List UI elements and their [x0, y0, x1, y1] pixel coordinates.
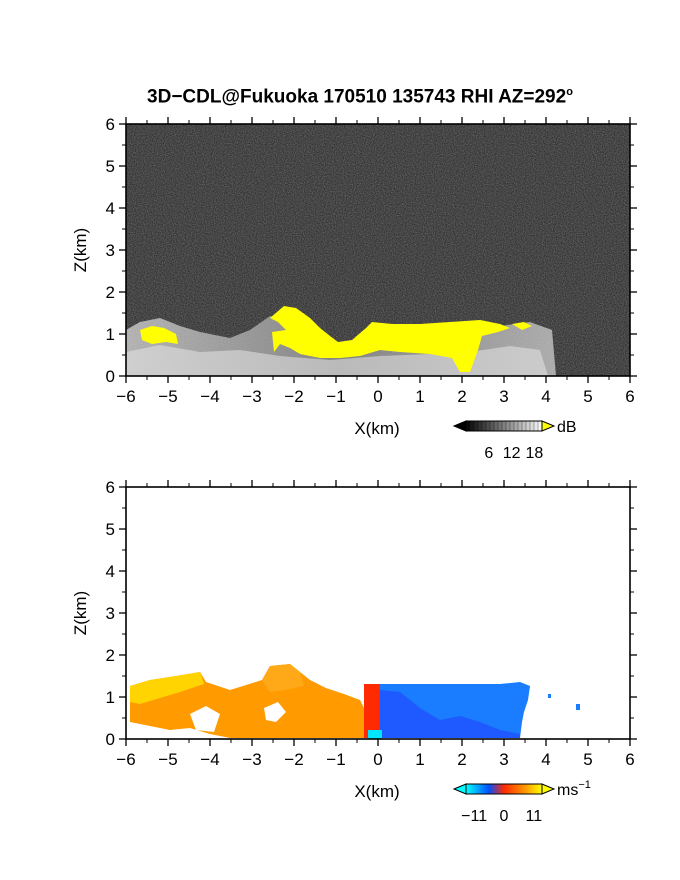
velocity-x-tick-label: 3 [499, 750, 508, 769]
backscatter-tick-labels: −6 −5 −4 −3 −2 −1 0 1 2 3 4 5 6 0 1 2 3 4 5 6 [106, 115, 635, 406]
backscatter-y-tick-label: 2 [106, 283, 115, 302]
backscatter-x-tick-label: 3 [499, 387, 508, 406]
backscatter-colorbar-cell [501, 420, 507, 432]
velocity-ground-cyan [368, 730, 382, 739]
velocity-x-tick-label: 6 [625, 750, 634, 769]
velocity-x-tick-label: 4 [541, 750, 550, 769]
velocity-x-tick-label: 1 [415, 750, 424, 769]
velocity-x-tick-label: −6 [116, 750, 135, 769]
velocity-outlier [548, 694, 551, 698]
velocity-missing-gap [190, 702, 286, 732]
backscatter-x-tick-label: 5 [583, 387, 592, 406]
backscatter-y-tick-label: 5 [106, 157, 115, 176]
backscatter-x-tick-label: −3 [242, 387, 261, 406]
velocity-y-tick-label: 0 [106, 730, 115, 749]
backscatter-colorbar-unit: dB [557, 419, 577, 436]
backscatter-y-axis-label: Z(km) [71, 228, 90, 272]
velocity-panel: −6 −5 −4 −3 −2 −1 0 1 2 3 4 5 6 0 1 2 3 4 5 6 X(km) Z(km) m… [71, 478, 637, 825]
velocity-x-tick-label: −5 [158, 750, 177, 769]
backscatter-x-tick-label: −5 [158, 387, 177, 406]
backscatter-y-tick-label: 3 [106, 241, 115, 260]
backscatter-colorbar-cell [465, 420, 471, 432]
backscatter-colorbar: dB 6 12 18 [452, 419, 577, 462]
backscatter-x-tick-label: −2 [284, 387, 303, 406]
backscatter-x-tick-label: 4 [541, 387, 550, 406]
velocity-y-tick-label: 3 [106, 604, 115, 623]
velocity-x-tick-label: 0 [373, 750, 382, 769]
backscatter-colorbar-cell [513, 420, 519, 432]
backscatter-colorbar-right-arrow [541, 420, 556, 432]
backscatter-x-tick-label: −6 [116, 387, 135, 406]
velocity-colorbar-tick-label: −11 [461, 808, 487, 825]
page-title: 3D−CDL@Fukuoka 170510 135743 RHI AZ=292o [147, 86, 573, 108]
backscatter-x-tick-label: 1 [415, 387, 424, 406]
backscatter-saturated-patch-right [512, 322, 532, 330]
backscatter-colorbar-cell [509, 420, 515, 432]
velocity-colorbar-left-arrow [452, 783, 467, 795]
backscatter-grey-core [126, 345, 548, 376]
velocity-y-tick-label: 6 [106, 478, 115, 497]
backscatter-colorbar-cell [477, 420, 483, 432]
backscatter-colorbar-cell [489, 420, 495, 432]
backscatter-colorbar-cell [485, 420, 491, 432]
backscatter-colorbar-left-arrow [452, 420, 467, 432]
velocity-x-tick-label: 5 [583, 750, 592, 769]
backscatter-saturated-patch-left [140, 326, 178, 344]
backscatter-x-tick-label: 6 [625, 387, 634, 406]
velocity-y-tick-label: 5 [106, 520, 115, 539]
backscatter-y-tick-label: 0 [106, 367, 115, 386]
backscatter-y-tick-label: 6 [106, 115, 115, 134]
backscatter-y-tick-label: 4 [106, 199, 115, 218]
backscatter-colorbar-cell [469, 420, 475, 432]
velocity-x-tick-label: 2 [457, 750, 466, 769]
backscatter-colorbar-cell [497, 420, 503, 432]
velocity-y-axis-label: Z(km) [71, 591, 90, 635]
backscatter-ticks [119, 117, 637, 383]
backscatter-colorbar-cell [529, 420, 535, 432]
backscatter-saturated-region [270, 306, 510, 372]
velocity-x-tick-label: −1 [326, 750, 345, 769]
velocity-y-tick-label: 1 [106, 688, 115, 707]
backscatter-x-tick-label: 2 [457, 387, 466, 406]
backscatter-x-axis-label: X(km) [354, 419, 399, 438]
velocity-x-tick-label: −4 [200, 750, 219, 769]
velocity-y-tick-label: 2 [106, 646, 115, 665]
velocity-colorbar: ms−1 −11 0 11 [452, 779, 591, 825]
backscatter-x-tick-label: −1 [326, 387, 345, 406]
backscatter-colorbar-cell [505, 420, 511, 432]
backscatter-colorbar-cell [493, 420, 499, 432]
backscatter-colorbar-tick-label: 12 [503, 445, 521, 462]
velocity-colorbar-unit: ms−1 [557, 779, 591, 799]
backscatter-colorbar-cell [481, 420, 487, 432]
velocity-x-tick-label: −2 [284, 750, 303, 769]
velocity-colorbar-right-arrow [541, 783, 556, 795]
velocity-high-positive-region [130, 672, 204, 704]
backscatter-colorbar-cell [473, 420, 479, 432]
velocity-tick-labels: −6 −5 −4 −3 −2 −1 0 1 2 3 4 5 6 0 1 2 3 4 5 6 [106, 478, 635, 769]
velocity-ticks [119, 480, 637, 746]
backscatter-colorbar-tick-label: 18 [526, 445, 544, 462]
backscatter-colorbar-cell [525, 420, 531, 432]
velocity-colorbar-tick-label: 0 [500, 808, 509, 825]
velocity-colorbar-tick-label: 11 [526, 808, 543, 825]
backscatter-y-tick-label: 1 [106, 325, 115, 344]
backscatter-colorbar-cell [517, 420, 523, 432]
backscatter-colorbar-cell [533, 420, 539, 432]
velocity-x-tick-label: −3 [242, 750, 261, 769]
velocity-strong-negative-region [380, 690, 520, 738]
velocity-positive-top-region [262, 664, 304, 692]
velocity-y-tick-label: 4 [106, 562, 115, 581]
velocity-outlier [576, 704, 580, 710]
backscatter-colorbar-cell [521, 420, 527, 432]
backscatter-x-tick-label: −4 [200, 387, 219, 406]
backscatter-x-tick-label: 0 [373, 387, 382, 406]
backscatter-colorbar-tick-label: 6 [484, 445, 493, 462]
velocity-near-zero-region [364, 684, 380, 738]
velocity-x-axis-label: X(km) [354, 782, 399, 801]
